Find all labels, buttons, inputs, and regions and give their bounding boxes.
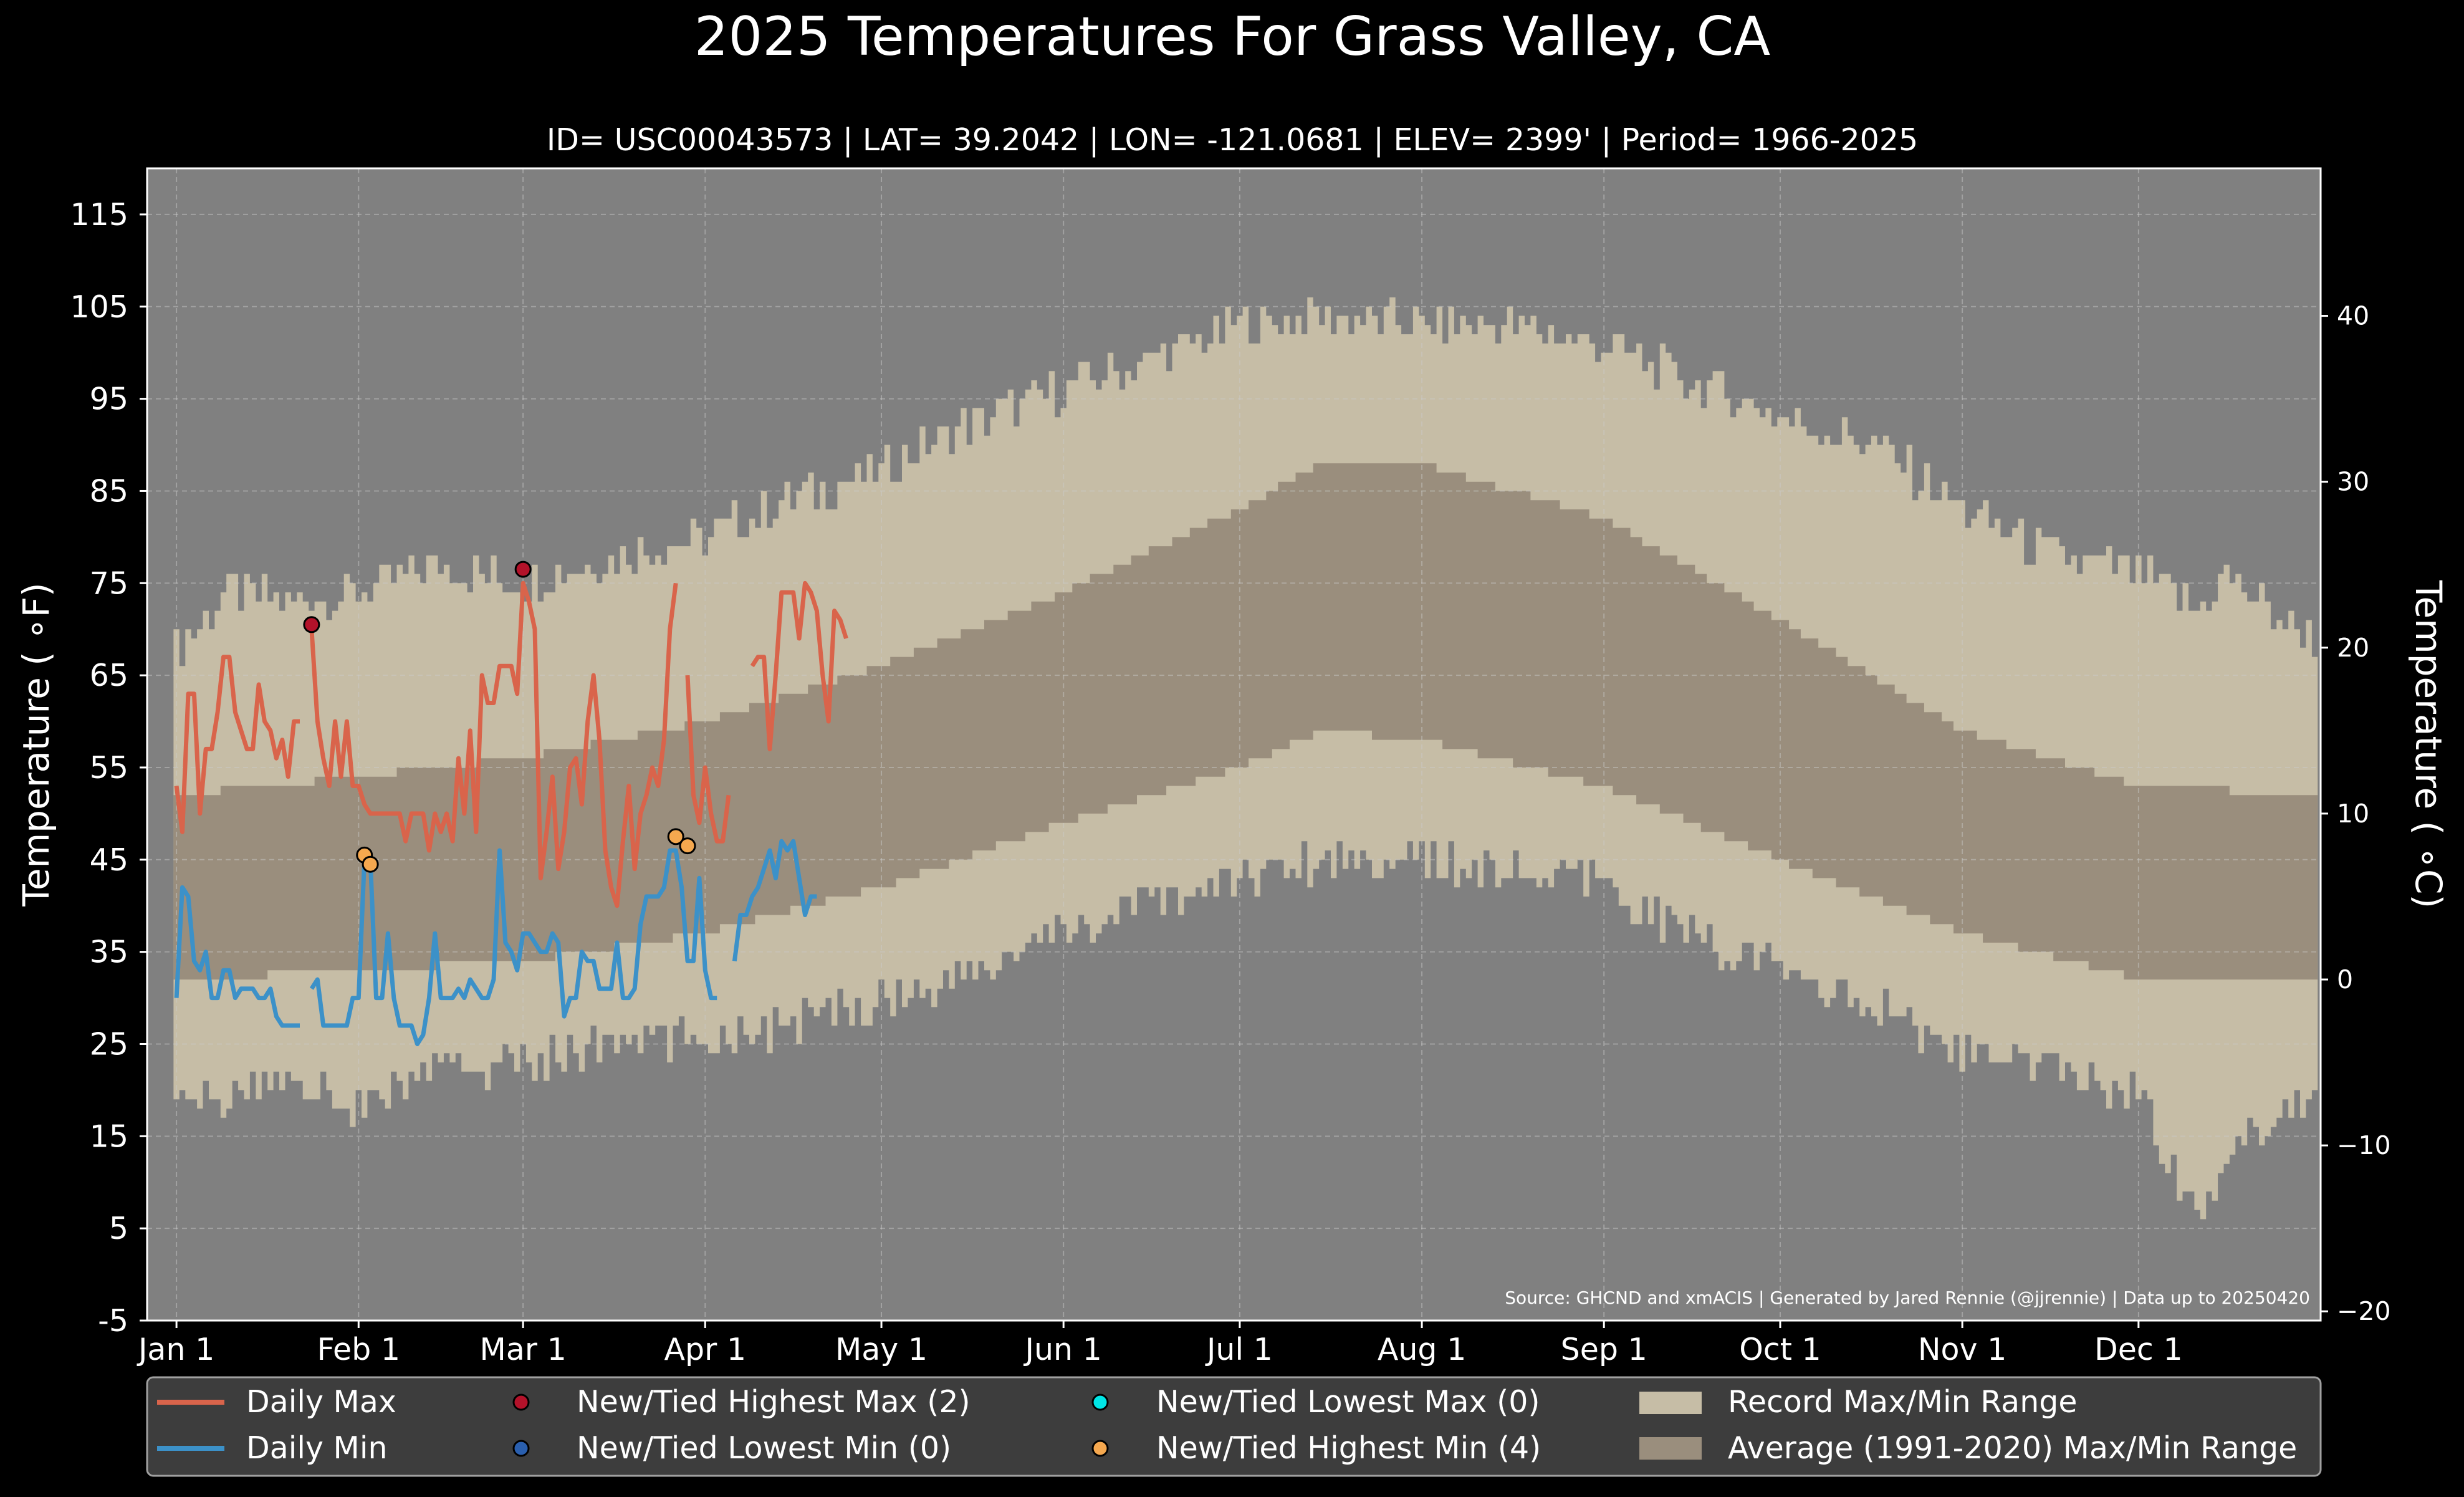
y-axis-left: -5 5 15 25 35 45 55 65 75 85 95 105 115 xyxy=(70,197,147,1339)
y-left-tick-label: 5 xyxy=(109,1211,128,1246)
average-range-area xyxy=(173,463,2318,980)
source-note: Source: GHCND and xmACIS | Generated by … xyxy=(1505,1288,2310,1308)
x-tick-label: Mar 1 xyxy=(480,1332,567,1367)
gridlines xyxy=(147,168,2321,1321)
legend-marker-new-highest-min xyxy=(1091,1440,1109,1457)
y-axis-left-label: Temperature ( ∘F) xyxy=(15,582,57,907)
y-left-tick-label: 105 xyxy=(70,289,128,325)
x-tick-label: Sep 1 xyxy=(1561,1332,1647,1367)
record-marker xyxy=(667,828,684,845)
y-left-tick-label: 95 xyxy=(90,382,128,417)
series-line-daily-min xyxy=(174,885,300,1028)
plot-area: Source: GHCND and xmACIS | Generated by … xyxy=(146,167,2322,1322)
record-marker xyxy=(514,561,532,578)
x-tick-label: Dec 1 xyxy=(2094,1332,2183,1367)
series-line-daily-min xyxy=(309,848,717,1046)
y-left-tick-label: 65 xyxy=(90,658,128,693)
x-tick-label: Jan 1 xyxy=(137,1332,214,1367)
y-left-tick-label: 85 xyxy=(90,473,128,509)
series-line-daily-max xyxy=(685,675,731,844)
y-right-tick-label: 40 xyxy=(2337,301,2369,331)
y-left-tick-label: 55 xyxy=(90,750,128,786)
y-axis-right: −20 −10 0 10 20 30 40 xyxy=(2321,301,2391,1326)
x-tick-label: Apr 1 xyxy=(664,1332,747,1367)
legend-swatch-average-range xyxy=(1639,1437,1702,1460)
y-left-tick-label: 25 xyxy=(90,1026,128,1062)
series-line-daily-max xyxy=(750,580,848,751)
x-tick-label: Jun 1 xyxy=(1023,1332,1102,1367)
x-tick-label: Feb 1 xyxy=(317,1332,401,1367)
series-line-daily-min xyxy=(732,839,817,961)
record-markers xyxy=(303,561,696,873)
chart-subtitle: ID= USC00043573 | LAT= 39.2042 | LON= -1… xyxy=(547,122,1918,158)
x-axis: Jan 1 Feb 1 Mar 1 Apr 1 May 1 Jun 1 Jul 1 Aug 1… xyxy=(137,1321,2183,1367)
x-tick-label: Oct 1 xyxy=(1739,1332,1821,1367)
legend-label-new-lowest-max: New/Tied Lowest Max (0) xyxy=(1156,1384,1540,1420)
legend-swatch-record-range xyxy=(1639,1392,1702,1414)
legend-marker-new-lowest-max xyxy=(1091,1394,1109,1411)
average-range-band xyxy=(173,463,2318,980)
y-right-tick-label: 30 xyxy=(2337,467,2369,497)
x-tick-label: Nov 1 xyxy=(1918,1332,2006,1367)
x-tick-label: Jul 1 xyxy=(1205,1332,1273,1367)
legend-box xyxy=(146,1376,2322,1477)
x-tick-label: May 1 xyxy=(835,1332,928,1367)
y-right-tick-label: 0 xyxy=(2337,965,2353,994)
record-marker xyxy=(679,837,696,855)
y-left-tick-label: 75 xyxy=(90,566,128,601)
x-tick-label: Aug 1 xyxy=(1378,1332,1466,1367)
legend-label-daily-max: Daily Max xyxy=(246,1384,396,1420)
y-right-tick-label: −10 xyxy=(2337,1130,2391,1160)
legend-label-new-highest-min: New/Tied Highest Min (4) xyxy=(1156,1430,1541,1466)
legend-label-average-range: Average (1991-2020) Max/Min Range xyxy=(1728,1430,2297,1466)
series-line-daily-max xyxy=(309,580,678,908)
series-lines xyxy=(174,580,848,1046)
legend-marker-new-highest-max xyxy=(512,1394,530,1411)
series-line-daily-max xyxy=(174,655,300,834)
y-left-tick-label: 115 xyxy=(70,197,128,233)
chart-title: 2025 Temperatures For Grass Valley, CA xyxy=(694,6,1771,68)
y-left-tick-label: 35 xyxy=(90,935,128,970)
legend-marker-new-lowest-min xyxy=(512,1440,530,1457)
legend-label-record-range: Record Max/Min Range xyxy=(1728,1384,2078,1420)
legend-label-daily-min: Daily Min xyxy=(246,1430,388,1466)
y-left-tick-label: 45 xyxy=(90,842,128,878)
y-right-tick-label: 20 xyxy=(2337,633,2369,663)
y-axis-right-label: Temperature ( ∘C) xyxy=(2407,580,2450,908)
record-marker xyxy=(303,616,320,633)
y-right-tick-label: −20 xyxy=(2337,1296,2391,1326)
record-marker xyxy=(362,855,379,873)
legend-label-new-highest-max: New/Tied Highest Max (2) xyxy=(577,1384,971,1420)
plot-frame xyxy=(146,167,2322,1322)
y-left-tick-label: -5 xyxy=(98,1303,128,1339)
y-right-tick-label: 10 xyxy=(2337,799,2369,829)
legend-label-new-lowest-min: New/Tied Lowest Min (0) xyxy=(577,1430,951,1466)
legend: Daily Max Daily Min New/Tied Highest Max… xyxy=(146,1376,2322,1477)
y-left-tick-label: 15 xyxy=(90,1119,128,1154)
